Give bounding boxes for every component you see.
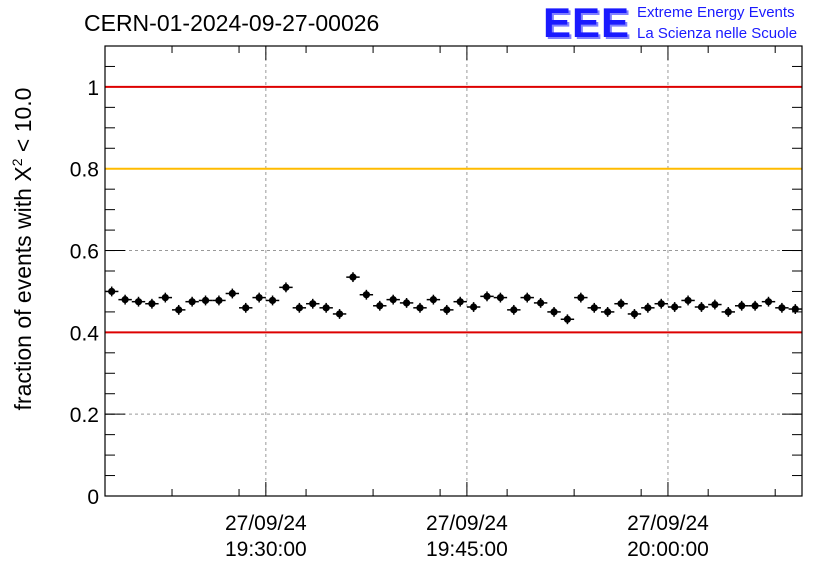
data-point	[201, 296, 210, 305]
data-point	[764, 298, 773, 306]
data-point	[604, 308, 612, 316]
chart-title: CERN-01-2024-09-27-00026	[84, 10, 380, 36]
data-point	[671, 303, 679, 311]
data-point	[630, 310, 639, 318]
data-point	[496, 293, 505, 302]
data-point	[724, 308, 732, 316]
data-point	[148, 300, 156, 308]
data-point	[429, 296, 437, 304]
data-point	[590, 304, 598, 312]
data-point	[657, 300, 665, 308]
x-tick-date-label: 27/09/24	[225, 512, 307, 535]
data-point	[537, 299, 545, 307]
data-point	[550, 308, 558, 316]
data-point	[684, 296, 692, 305]
data-point	[563, 315, 572, 323]
data-point	[644, 304, 652, 312]
data-point	[751, 302, 759, 310]
data-point	[456, 298, 464, 306]
eee-logo-mark: EEE	[543, 0, 631, 46]
y-tick-label: 0.6	[70, 241, 99, 264]
y-tick-label: 0	[87, 486, 99, 509]
data-point	[510, 306, 518, 314]
data-point	[188, 298, 196, 306]
data-point	[295, 304, 303, 312]
x-tick-time-label: 19:45:00	[426, 538, 508, 561]
data-point	[738, 302, 746, 310]
data-point	[470, 303, 478, 311]
plot-frame	[104, 45, 803, 497]
data-point	[523, 293, 531, 302]
data-point	[376, 302, 384, 310]
data-point	[577, 293, 585, 302]
data-point	[121, 296, 129, 304]
data-point	[335, 310, 344, 318]
logo-text-line-1: Extreme Energy Events	[637, 4, 795, 21]
x-tick-time-label: 20:00:00	[627, 538, 709, 561]
x-tick-date-label: 27/09/24	[627, 512, 709, 535]
data-point	[362, 291, 370, 299]
data-point	[242, 304, 250, 312]
y-tick-label: 0.8	[70, 159, 99, 182]
y-tick-label: 1	[87, 77, 99, 100]
logo-text-line-2: La Scienza nelle Scuole	[637, 25, 798, 42]
data-point	[255, 293, 263, 302]
data-point	[617, 300, 625, 308]
data-point	[416, 304, 424, 312]
x-tick-time-label: 19:30:00	[225, 538, 307, 561]
data-point	[711, 300, 719, 309]
data-point	[697, 303, 706, 311]
data-point	[778, 304, 786, 312]
data-point	[134, 298, 143, 306]
data-point	[389, 296, 397, 304]
data-point	[228, 289, 236, 298]
data-point	[282, 283, 290, 291]
data-point	[268, 296, 277, 305]
data-point	[175, 306, 183, 314]
data-point	[791, 305, 799, 313]
data-point	[161, 293, 169, 302]
data-point	[322, 304, 330, 312]
data-point	[108, 287, 116, 296]
data-point	[483, 292, 491, 300]
x-tick-date-label: 27/09/24	[426, 512, 508, 535]
y-tick-label: 0.4	[70, 322, 100, 345]
data-point	[443, 306, 451, 314]
data-point	[309, 300, 317, 308]
y-tick-label: 0.2	[70, 404, 99, 427]
data-point	[215, 296, 223, 305]
data-point	[402, 299, 411, 307]
data-point	[349, 273, 357, 281]
